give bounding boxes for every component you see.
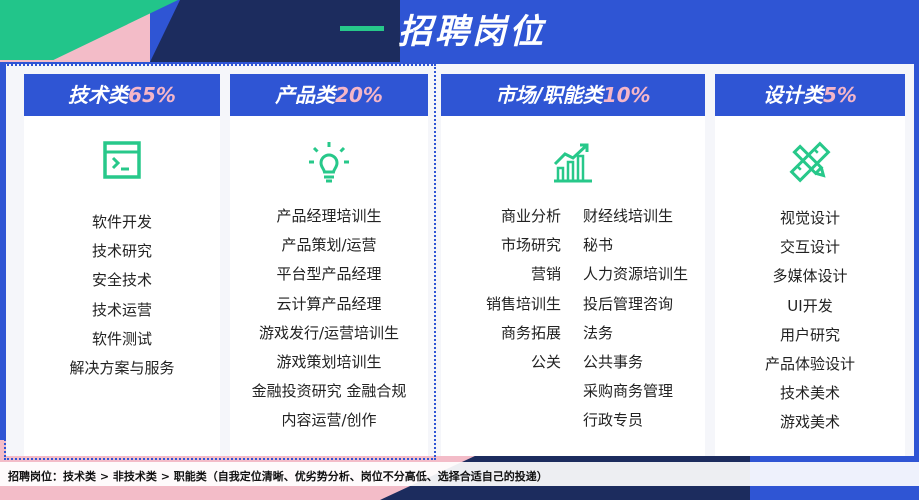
list-item: 金融投资研究 金融合规 [251, 382, 407, 401]
list-item: 营销 [530, 265, 561, 284]
card-title: 技术类 [68, 83, 129, 107]
card-header-product: 产品类20% [230, 74, 428, 116]
design-job-list: 视觉设计 交互设计 多媒体设计 UI开发 用户研究 产品体验设计 技术美术 游戏… [715, 204, 905, 438]
list-item: 法务 [583, 323, 614, 342]
selection-frame [4, 64, 436, 460]
card-percent: 10% [602, 83, 651, 107]
list-item: 产品经理培训生 [276, 207, 382, 225]
card-title: 设计类 [763, 83, 824, 107]
product-job-list: 产品经理培训生 产品策划/运营 平台型产品经理 云计算产品经理 游戏发行/运营培… [230, 202, 428, 436]
list-item: 产品策划/运营 [281, 236, 377, 255]
card-market: 市场/职能类10% 商业分析 市场研究 营销 销售培训生 商务拓展 公关 财经线… [441, 74, 705, 456]
list-item: 平台型产品经理 [276, 265, 382, 284]
card-title: 产品类 [275, 83, 336, 107]
list-item: 交互设计 [779, 238, 840, 257]
card-design: 设计类5% 视觉设计 交互设计 多媒体设计 UI开发 用户研究 产品体验设计 技… [715, 74, 905, 456]
market-right-column: 财经线培训生 秘书 人力资源培训生 投后管理咨询 法务 公共事务 采购商务管理 … [583, 202, 688, 436]
tech-job-list: 软件开发 技术研究 安全技术 技术运营 软件测试 解决方案与服务 [24, 208, 220, 383]
card-percent: 65% [128, 83, 176, 107]
card-product: 产品类20% 产品经理培训生 产品策划/运营 平台型产品经理 云计算产品经理 游… [230, 74, 428, 456]
growth-chart-icon [441, 140, 705, 188]
list-item: 公共事务 [583, 352, 644, 371]
decor-navy-top [150, 0, 400, 62]
list-item: 解决方案与服务 [69, 358, 175, 377]
list-item: 产品体验设计 [764, 354, 855, 373]
page-title: 招聘岗位 [398, 11, 546, 52]
card-header-design: 设计类5% [715, 74, 905, 116]
title-area: 招聘岗位 [340, 4, 546, 52]
list-item: 财经线培训生 [583, 207, 674, 225]
list-item: 云计算产品经理 [276, 294, 382, 313]
list-item: 游戏策划培训生 [276, 352, 382, 371]
list-item: 行政专员 [583, 411, 644, 430]
list-item: 销售培训生 [485, 294, 561, 313]
list-item: 视觉设计 [779, 209, 840, 227]
card-percent: 5% [823, 83, 857, 107]
list-item: 秘书 [583, 236, 614, 255]
list-item: 用户研究 [779, 325, 840, 344]
lightbulb-icon [230, 140, 428, 188]
terminal-window-icon [24, 140, 220, 188]
list-item: 软件测试 [91, 329, 152, 348]
list-item: 商务拓展 [500, 323, 561, 342]
list-item: 游戏发行/运营培训生 [258, 323, 400, 342]
list-item: 商业分析 [500, 207, 561, 225]
decor-blue-top [400, 0, 919, 62]
card-title: 市场/职能类 [495, 83, 603, 107]
list-item: 内容运营/创作 [281, 411, 377, 430]
card-header-tech: 技术类65% [24, 74, 220, 116]
list-item: 技术美术 [779, 384, 840, 403]
list-item: 多媒体设计 [772, 267, 848, 286]
market-left-column: 商业分析 市场研究 营销 销售培训生 商务拓展 公关 [441, 202, 561, 436]
list-item: 人力资源培训生 [583, 265, 689, 284]
list-item: 采购商务管理 [583, 382, 674, 401]
list-item: 软件开发 [91, 213, 152, 231]
list-item: 技术研究 [91, 242, 152, 261]
list-item: UI开发 [787, 296, 833, 315]
list-item: 游戏美术 [779, 413, 840, 432]
footer-note: 招聘岗位：技术类 > 非技术类 > 职能类（自我定位清晰、优劣势分析、岗位不分高… [8, 470, 548, 483]
pencil-ruler-icon [715, 140, 905, 188]
card-header-market: 市场/职能类10% [441, 74, 705, 116]
list-item: 技术运营 [91, 300, 152, 319]
market-job-columns: 商业分析 市场研究 营销 销售培训生 商务拓展 公关 财经线培训生 秘书 人力资… [441, 202, 705, 436]
card-percent: 20% [335, 83, 383, 107]
list-item: 公关 [530, 352, 561, 371]
card-tech: 技术类65% 软件开发 技术研究 安全技术 技术运营 软件测试 解决方案与服务 [24, 74, 220, 456]
list-item: 安全技术 [91, 271, 152, 290]
list-item: 市场研究 [500, 236, 561, 255]
footer-bar [0, 462, 919, 486]
list-item: 投后管理咨询 [583, 294, 674, 313]
title-accent-bar [340, 25, 384, 31]
